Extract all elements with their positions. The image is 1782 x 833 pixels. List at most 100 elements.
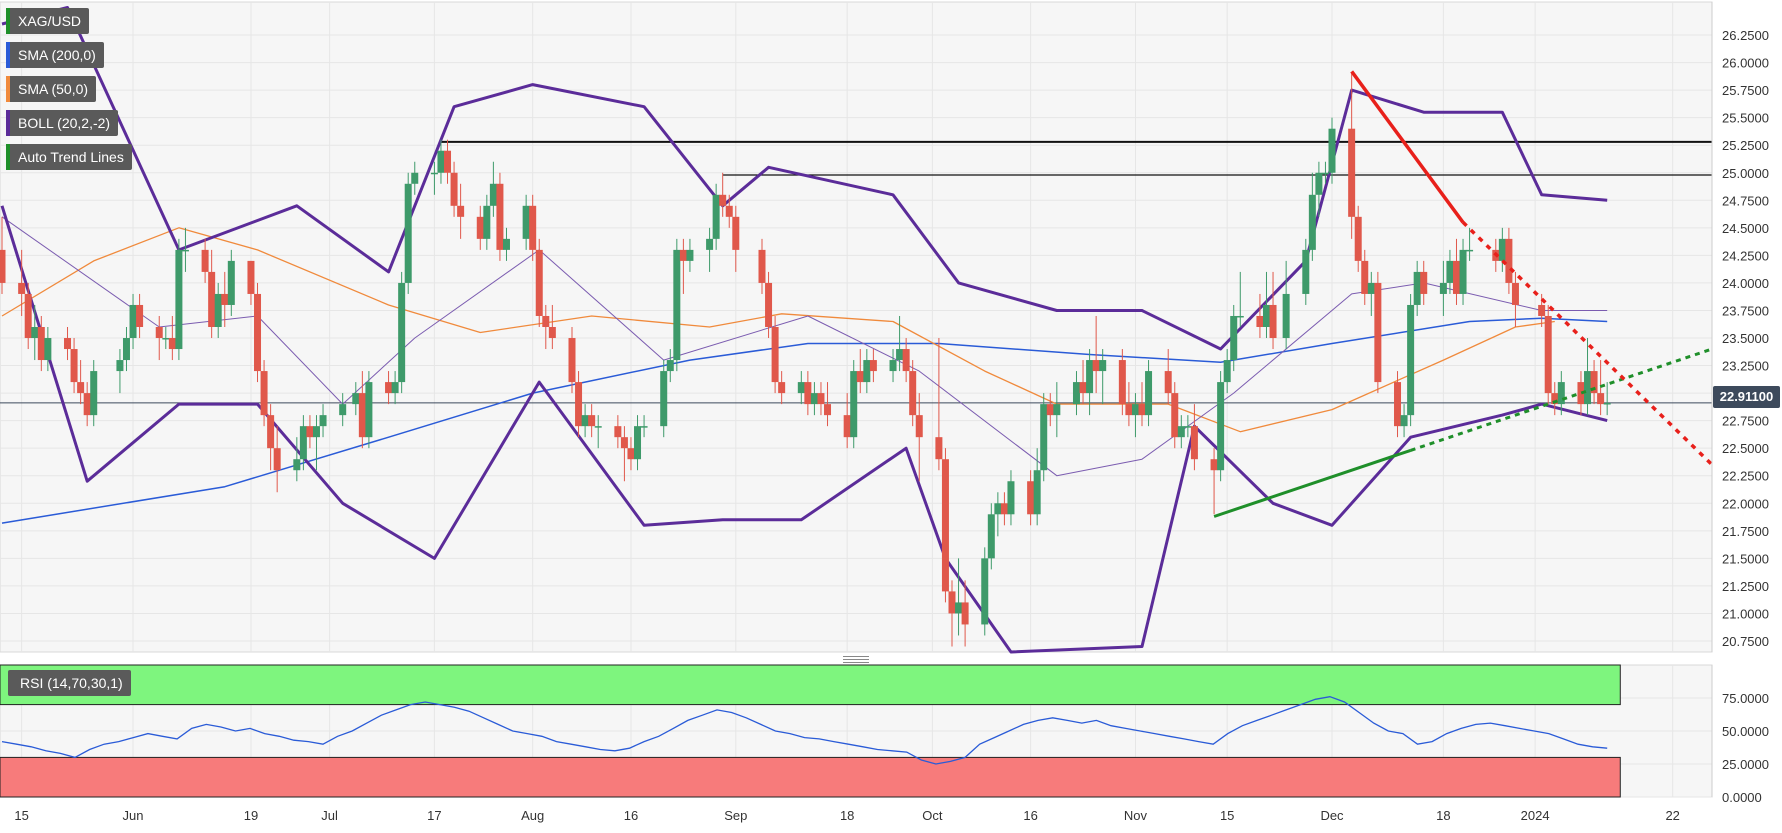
candle-bearish bbox=[201, 249, 209, 272]
candle-bullish bbox=[1367, 282, 1375, 294]
sma200-legend[interactable]: SMA (200,0) bbox=[6, 42, 104, 68]
candle-bearish bbox=[869, 360, 877, 372]
candle-bearish bbox=[915, 415, 923, 438]
candle-bearish bbox=[1000, 503, 1008, 515]
x-tick-label: 15 bbox=[14, 808, 28, 823]
x-tick-label: 22 bbox=[1665, 808, 1679, 823]
candle-bearish bbox=[961, 602, 969, 625]
candle-bearish bbox=[1538, 304, 1546, 316]
trendlines-legend[interactable]: Auto Trend Lines bbox=[6, 144, 132, 170]
price-tick-label: 25.2500 bbox=[1722, 138, 1769, 153]
candle-bearish bbox=[70, 349, 78, 383]
candle-bullish bbox=[1466, 249, 1474, 252]
candle-bearish bbox=[771, 327, 779, 383]
candle-bearish bbox=[155, 327, 163, 339]
candle-bearish bbox=[1361, 260, 1369, 294]
candle-bearish bbox=[679, 249, 687, 261]
price-tick-label: 26.0000 bbox=[1722, 56, 1769, 71]
candle-bullish bbox=[1308, 194, 1316, 250]
candle-bullish bbox=[1236, 315, 1244, 318]
symbol-label: XAG/USD bbox=[18, 13, 82, 29]
candle-bearish bbox=[306, 426, 314, 438]
candle-bearish bbox=[208, 271, 216, 327]
price-tick-label: 25.5000 bbox=[1722, 111, 1769, 126]
candle-bullish bbox=[666, 360, 674, 372]
candle-bullish bbox=[640, 426, 648, 428]
candle-bearish bbox=[1256, 315, 1264, 327]
candle-bullish bbox=[1007, 481, 1015, 515]
candle-bearish bbox=[575, 382, 583, 427]
candle-bearish bbox=[804, 382, 812, 405]
x-tick-label: Oct bbox=[922, 808, 943, 823]
trendlines-swatch bbox=[6, 144, 10, 170]
candle-bearish bbox=[1597, 393, 1605, 405]
candle-bearish bbox=[732, 216, 740, 250]
candle-bearish bbox=[64, 338, 72, 350]
x-tick-label: 18 bbox=[840, 808, 854, 823]
candle-bearish bbox=[588, 415, 596, 427]
candle-bearish bbox=[444, 150, 452, 173]
candle-bullish bbox=[227, 260, 235, 305]
price-tick-label: 24.2500 bbox=[1722, 248, 1769, 263]
x-tick-label: Jul bbox=[321, 808, 338, 823]
candle-bullish bbox=[1053, 404, 1061, 416]
price-tick-label: 23.5000 bbox=[1722, 331, 1769, 346]
x-tick-label: 15 bbox=[1220, 808, 1234, 823]
boll-label: BOLL (20,2,-2) bbox=[18, 115, 111, 131]
candle-bullish bbox=[1315, 172, 1323, 195]
boll-swatch bbox=[6, 110, 10, 136]
candle-bullish bbox=[863, 360, 871, 383]
candle-bearish bbox=[765, 282, 773, 327]
candle-bullish bbox=[181, 249, 189, 252]
candle-bullish bbox=[391, 382, 399, 394]
candle-bullish bbox=[398, 282, 406, 383]
sma50-legend[interactable]: SMA (50,0) bbox=[6, 76, 97, 102]
candle-bearish bbox=[1210, 459, 1218, 471]
price-tick-label: 21.2500 bbox=[1722, 579, 1769, 594]
symbol-legend[interactable]: XAG/USD bbox=[6, 8, 90, 34]
candle-bullish bbox=[1413, 271, 1421, 305]
price-tick-label: 21.0000 bbox=[1722, 606, 1769, 621]
candle-bearish bbox=[529, 205, 537, 250]
candle-bullish bbox=[1223, 360, 1231, 383]
candle-bearish bbox=[627, 448, 635, 460]
candle-bearish bbox=[941, 459, 949, 592]
symbol-swatch bbox=[6, 8, 10, 34]
candle-bearish bbox=[778, 382, 786, 394]
candle-bullish bbox=[437, 150, 445, 173]
x-tick-label: Sep bbox=[724, 808, 747, 823]
candle-bearish bbox=[548, 327, 556, 339]
trendlines-label: Auto Trend Lines bbox=[18, 149, 124, 165]
candle-bearish bbox=[725, 205, 733, 217]
candle-bearish bbox=[1125, 404, 1133, 416]
candle-bearish bbox=[273, 448, 281, 471]
pane-resize-handle[interactable] bbox=[843, 655, 869, 663]
x-tick-label: Jun bbox=[123, 808, 144, 823]
candle-bearish bbox=[1079, 382, 1087, 394]
candle-bearish bbox=[935, 437, 943, 460]
boll-legend[interactable]: BOLL (20,2,-2) bbox=[6, 110, 119, 136]
price-tick-label: 25.7500 bbox=[1722, 83, 1769, 98]
candle-bearish bbox=[1164, 371, 1172, 394]
candle-bullish bbox=[352, 393, 360, 405]
candle-bullish bbox=[339, 404, 347, 416]
candle-bullish bbox=[502, 238, 510, 250]
candle-bearish bbox=[1354, 216, 1362, 261]
candle-bearish bbox=[719, 194, 727, 206]
last-price-tag: 22.91100 bbox=[1713, 386, 1780, 408]
candle-bullish bbox=[411, 172, 419, 184]
candle-bearish bbox=[856, 371, 864, 383]
candle-bullish bbox=[129, 304, 137, 339]
rsi-label: RSI (14,70,30,1) bbox=[20, 675, 123, 691]
candle-bullish bbox=[44, 338, 52, 361]
candle-bearish bbox=[37, 327, 45, 361]
candle-bearish bbox=[535, 249, 543, 316]
rsi-line bbox=[1, 696, 1608, 765]
candle-bearish bbox=[1544, 315, 1552, 394]
candle-bearish bbox=[1511, 282, 1519, 305]
x-tick-label: 16 bbox=[624, 808, 638, 823]
candle-bullish bbox=[122, 338, 130, 361]
candle-bearish bbox=[1118, 360, 1126, 405]
sma200-swatch bbox=[6, 42, 10, 68]
rsi-legend[interactable]: RSI (14,70,30,1) bbox=[8, 670, 131, 696]
